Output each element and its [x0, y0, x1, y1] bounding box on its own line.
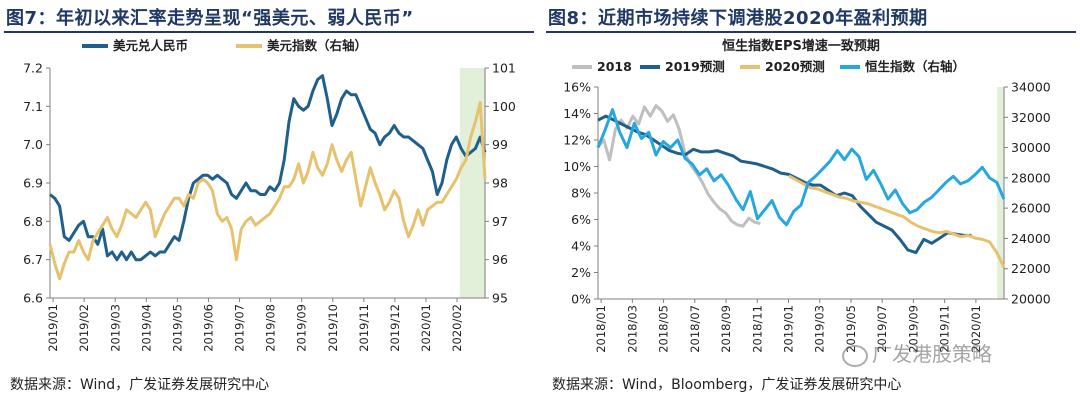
x-tick-label: 2019/04: [139, 304, 153, 352]
legend-entry: 2020预测: [765, 59, 825, 74]
x-tick-label: 2019/02: [77, 304, 91, 352]
x-tick-label: 2019/01: [782, 305, 796, 353]
y-tick-label-left: 0%: [571, 292, 591, 307]
x-tick-label: 2019/09: [295, 304, 309, 352]
series-line: [596, 108, 1006, 227]
series-line: [788, 174, 1006, 268]
title-rule: [546, 31, 1076, 33]
x-tick-label: 2019/03: [813, 305, 827, 353]
y-tick-label-right: 24000: [1011, 231, 1051, 246]
x-tick-label: 2020/02: [450, 304, 464, 352]
y-tick-label-left: 14%: [563, 106, 591, 121]
y-tick-label-right: 32000: [1011, 110, 1051, 125]
series-line: [49, 74, 487, 262]
title-rule: [4, 31, 534, 33]
y-tick-label-right: 96: [492, 252, 508, 267]
x-tick-label: 2019/11: [357, 304, 371, 352]
y-tick-label-left: 8%: [571, 186, 591, 201]
x-tick-label: 2019/07: [233, 304, 247, 352]
y-tick-label-right: 101: [492, 61, 516, 76]
legend-entry: 恒生指数（右轴）: [865, 59, 965, 74]
x-tick-label: 2019/09: [906, 305, 920, 353]
x-tick-label: 2019/07: [875, 305, 889, 353]
watermark: 广发港股策略: [872, 342, 992, 366]
y-tick-label-left: 12%: [563, 133, 591, 148]
y-tick-label-right: 97: [492, 214, 508, 229]
x-tick-label: 2018/11: [750, 305, 764, 353]
x-tick-label: 2020/01: [969, 305, 983, 353]
y-tick-label-right: 30000: [1011, 140, 1051, 155]
y-tick-label-left: 10%: [563, 159, 591, 174]
y-tick-label-left: 6.8: [23, 214, 43, 229]
x-tick-label: 2019/08: [264, 304, 278, 352]
x-tick-label: 2018/01: [594, 305, 608, 353]
y-tick-label-right: 100: [492, 99, 516, 114]
y-tick-label-left: 16%: [563, 80, 591, 95]
chart-title: 恒生指数EPS增速一致预期: [722, 38, 880, 54]
left-figure: 图7：年初以来汇率走势呈现“强美元、弱人民币” 美元兑人民币 美元指数（右轴） 6.…: [0, 0, 538, 403]
x-tick-label: 2019/03: [108, 304, 122, 352]
right-figure: 图8：近期市场持续下调港股2020年盈利预期 恒生指数EPS增速一致预期 2018…: [542, 0, 1080, 403]
x-tick-label: 2019/01: [46, 304, 60, 352]
y-tick-label-left: 6%: [571, 212, 591, 227]
panel-divider: [538, 0, 542, 403]
y-tick-label-right: 98: [492, 176, 508, 191]
x-tick-label: 2019/05: [844, 305, 858, 353]
y-tick-label-right: 99: [492, 137, 508, 152]
x-tick-label: 2018/05: [657, 305, 671, 353]
source-note: 数据来源：Wind，Bloomberg，广发证券发展研究中心: [552, 377, 902, 393]
y-tick-label-right: 34000: [1011, 80, 1051, 95]
legend-entry: 美元指数（右轴）: [267, 38, 367, 53]
y-tick-label-right: 28000: [1011, 170, 1051, 185]
x-tick-label: 2019/05: [170, 304, 184, 352]
x-tick-label: 2018/09: [719, 305, 733, 353]
y-tick-label-left: 6.9: [23, 176, 43, 191]
x-tick-label: 2020/01: [419, 304, 433, 352]
legend-entry: 2018: [597, 59, 632, 74]
legend-entry: 2019预测: [665, 59, 725, 74]
wechat-icon: [842, 345, 868, 367]
x-tick-label: 2018/03: [625, 305, 639, 353]
legend-entry: 美元兑人民币: [113, 38, 188, 53]
x-tick-label: 2019/10: [326, 304, 340, 352]
source-note: 数据来源：Wind，广发证券发展研究中心: [10, 377, 270, 393]
y-tick-label-left: 6.7: [23, 252, 43, 267]
series-line: [597, 114, 972, 255]
x-tick-label: 2019/11: [938, 305, 952, 353]
x-tick-label: 2018/07: [688, 305, 702, 353]
x-tick-label: 2019/12: [388, 304, 402, 352]
y-tick-label-right: 22000: [1011, 261, 1051, 276]
y-tick-label-left: 7.2: [23, 61, 43, 76]
figure-title: 图7：年初以来汇率走势呈现“强美元、弱人民币”: [6, 8, 414, 29]
y-tick-label-left: 7.0: [23, 137, 43, 152]
figure-title: 图8：近期市场持续下调港股2020年盈利预期: [548, 8, 928, 29]
y-tick-label-left: 2%: [571, 265, 591, 280]
y-tick-label-left: 7.1: [23, 99, 43, 114]
y-tick-label-left: 6.6: [23, 291, 43, 306]
y-tick-label-right: 95: [492, 291, 508, 306]
exchange-rate-chart: 美元兑人民币 美元指数（右轴） 6.6 6.7 6.8 6.9 7.0 7.1 7.2 95 96 9…: [23, 38, 516, 352]
y-tick-label-right: 26000: [1011, 201, 1051, 216]
series-line: [48, 101, 487, 281]
y-tick-label-right: 20000: [1011, 292, 1051, 307]
x-tick-label: 2019/06: [201, 304, 215, 352]
y-tick-label-left: 4%: [571, 239, 591, 254]
